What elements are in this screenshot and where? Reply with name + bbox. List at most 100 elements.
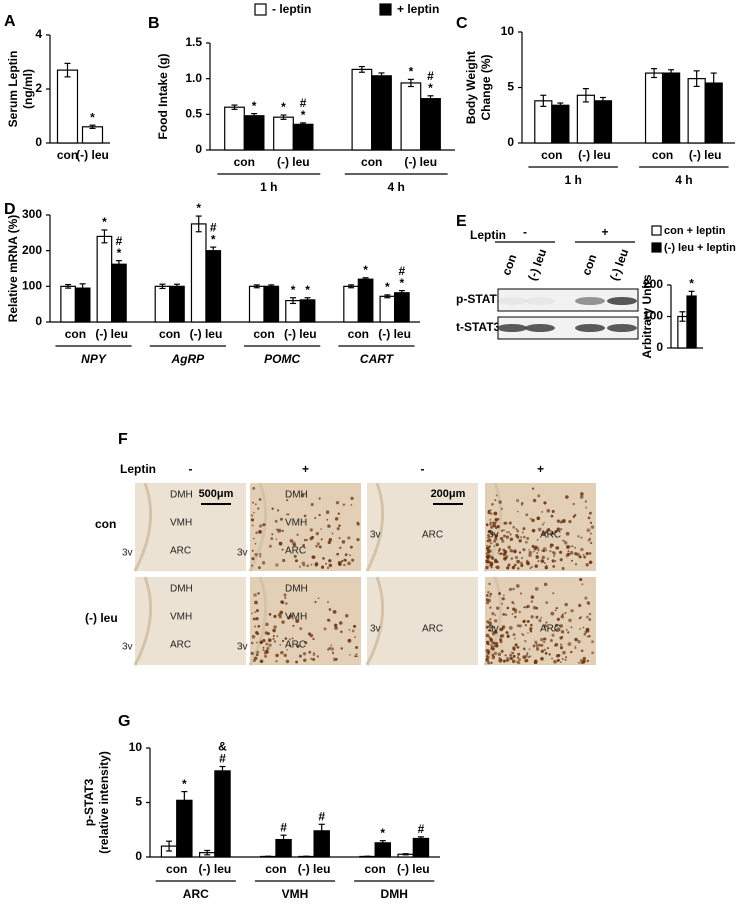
stain-dot <box>485 566 488 569</box>
stain-dot <box>355 646 358 649</box>
annotation: * <box>281 100 286 114</box>
stain-dot <box>489 638 493 642</box>
panel-letter: G <box>118 713 130 730</box>
stain-dot <box>339 537 341 539</box>
x-tick-label: (-) leu <box>95 327 128 341</box>
stain-dot <box>555 560 557 562</box>
stain-dot <box>505 614 507 616</box>
bar <box>97 236 112 322</box>
region-label: VMH <box>170 612 192 623</box>
stain-dot <box>512 526 515 529</box>
region-label: DMH <box>170 490 193 501</box>
stain-dot <box>345 614 348 617</box>
region-label: DMH <box>170 584 193 595</box>
stain-dot <box>290 539 294 543</box>
stain-dot <box>585 631 588 634</box>
stain-dot <box>254 601 258 605</box>
stain-dot <box>254 657 257 660</box>
region-label: ARC <box>285 546 306 557</box>
stain-dot <box>343 503 345 505</box>
group-label: 4 h <box>675 173 692 187</box>
lane-label: con <box>579 252 599 277</box>
y-tick-label: 300 <box>22 207 42 221</box>
stain-dot <box>535 587 539 591</box>
y-tick-label: 1.5 <box>185 35 202 49</box>
stain-dot <box>566 629 568 631</box>
stain-dot <box>486 655 488 657</box>
stain-dot <box>280 651 283 654</box>
stain-dot <box>503 522 506 525</box>
stain-dot <box>511 557 513 559</box>
stain-dot <box>521 633 523 635</box>
stain-dot <box>507 607 510 610</box>
error-bar <box>403 854 409 855</box>
stain-dot <box>494 619 497 622</box>
stain-dot <box>525 624 527 626</box>
stain-dot <box>503 535 506 538</box>
stain-dot <box>271 533 273 535</box>
stain-dot <box>493 512 497 516</box>
x-tick-label: (-) leu <box>378 327 411 341</box>
stain-dot <box>540 617 542 619</box>
stain-dot <box>514 564 517 567</box>
stain-dot <box>590 542 592 544</box>
stain-dot <box>304 539 307 542</box>
stain-dot <box>501 552 503 554</box>
stain-dot <box>525 541 528 544</box>
stain-dot <box>491 612 494 615</box>
stain-dot <box>284 597 286 599</box>
bar <box>191 224 206 322</box>
stain-dot <box>508 564 511 567</box>
stain-dot <box>282 530 284 532</box>
stain-dot <box>492 647 495 650</box>
lane-label: (-) leu <box>607 247 631 282</box>
stain-dot <box>490 644 492 646</box>
stain-dot <box>507 635 510 638</box>
stain-dot <box>538 644 541 647</box>
band <box>497 297 527 305</box>
stain-dot <box>526 537 529 540</box>
stain-dot <box>251 557 254 560</box>
stain-dot <box>349 654 351 656</box>
stain-dot <box>489 519 491 521</box>
x-tick-label: (-) leu <box>284 327 317 341</box>
stain-dot <box>252 635 256 639</box>
stain-dot <box>253 593 256 596</box>
stain-dot <box>508 531 510 533</box>
stain-dot <box>523 536 526 539</box>
stain-dot <box>311 555 314 558</box>
region-label: 3v <box>488 530 499 541</box>
stain-dot <box>531 595 534 598</box>
stain-dot <box>333 658 335 660</box>
stain-dot <box>536 648 539 651</box>
stain-dot <box>529 655 531 657</box>
stain-dot <box>499 638 502 641</box>
stain-dot <box>515 609 518 612</box>
y-tick-label: 5 <box>507 80 514 94</box>
region-label: 3v <box>488 624 499 635</box>
stain-dot <box>311 503 314 506</box>
stain-dot <box>327 567 329 569</box>
annotation: * <box>102 215 107 229</box>
bar <box>344 286 359 322</box>
stain-dot <box>504 551 507 554</box>
annotation: * <box>117 246 122 260</box>
stain-dot <box>332 652 334 654</box>
stain-dot <box>306 564 309 567</box>
stain-dot <box>515 534 518 537</box>
stain-dot <box>495 566 497 568</box>
stain-dot <box>256 654 258 656</box>
stain-dot <box>266 647 269 650</box>
stain-dot <box>488 550 490 552</box>
stain-dot <box>550 639 553 642</box>
stain-dot <box>493 545 495 547</box>
stain-dot <box>258 625 261 628</box>
stain-dot <box>580 616 582 618</box>
stain-dot <box>340 631 342 633</box>
stain-dot <box>564 603 567 606</box>
stain-dot <box>486 524 489 527</box>
stain-dot <box>517 511 519 513</box>
stain-dot <box>525 659 528 662</box>
stain-dot <box>271 507 273 509</box>
annotation: * <box>363 263 368 277</box>
